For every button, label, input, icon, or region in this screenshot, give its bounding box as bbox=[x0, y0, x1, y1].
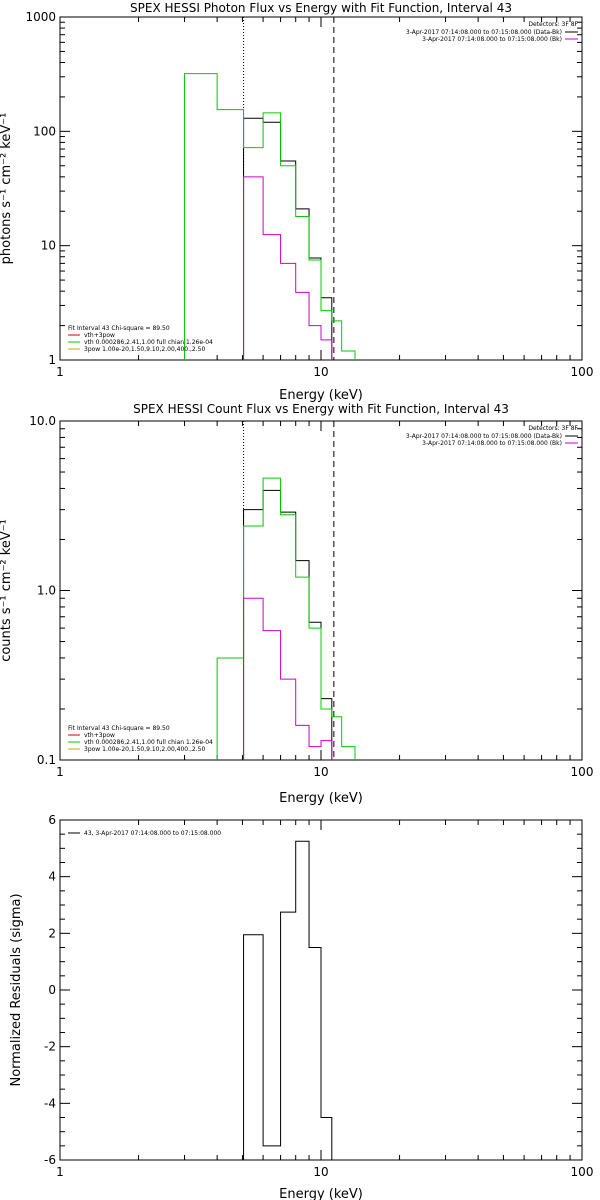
y-axis-label: counts s⁻¹ cm⁻² keV⁻¹ bbox=[0, 519, 14, 662]
x-axis-label: Energy (keV) bbox=[279, 791, 363, 806]
legend-entry-label: vth 0.000286,2.41,1.00 full chian 1.26e-… bbox=[84, 739, 213, 746]
y-tick-label: 10 bbox=[41, 239, 56, 253]
legend-entry-label: vth+3pow bbox=[84, 332, 115, 339]
chart-panel-3: 1 10 100 -6 -4 -2 0 2 4 6 Energy (keV) Normalized R… bbox=[9, 813, 593, 1200]
legend-left: 43, 3-Apr-2017 07:14:08.000 to 07:15:08.… bbox=[68, 830, 221, 837]
series-line-3 bbox=[243, 176, 333, 360]
y-tick-label: 100 bbox=[33, 124, 56, 138]
legend-right: Detectors: 3F 8F3-Apr-2017 07:14:08.000 … bbox=[406, 21, 579, 43]
y-tick-label: 1.0 bbox=[37, 584, 56, 598]
legend-entry-label: 3pow 1.00e-20,1.50,9.10,2.00,400.,2.50 bbox=[84, 346, 205, 353]
legend-left: Fit Interval 43 Chi-square = 89.50vth+3p… bbox=[68, 325, 213, 353]
y-tick-label: 4 bbox=[48, 870, 56, 884]
legend-entry-label: 3-Apr-2017 07:14:08.000 to 07:15:08.000 … bbox=[406, 433, 562, 440]
x-tick-label: 100 bbox=[571, 1165, 594, 1179]
x-tick-label: 100 bbox=[571, 765, 594, 779]
series-line-1 bbox=[243, 840, 333, 1160]
chart-panel-1: SPEX HESSI Photon Flux vs Energy with Fi… bbox=[0, 1, 593, 403]
series-line-2 bbox=[216, 477, 356, 760]
legend-right: Detectors: 3F 8F3-Apr-2017 07:14:08.000 … bbox=[406, 425, 579, 447]
legend-entry-label: vth 0.000286,2.41,1.00 full chian 1.26e-… bbox=[84, 339, 213, 346]
y-axis-ticks: 1 10 100 1000 bbox=[25, 10, 582, 367]
y-tick-label: 0 bbox=[48, 983, 56, 997]
y-tick-label: -6 bbox=[44, 1153, 56, 1167]
x-axis-ticks: 1 10 100 bbox=[56, 820, 593, 1179]
x-tick-label: 100 bbox=[571, 365, 594, 379]
y-axis-label: Normalized Residuals (sigma) bbox=[9, 893, 24, 1086]
legend-detectors: Detectors: 3F 8F bbox=[528, 21, 578, 28]
y-tick-label: 1 bbox=[48, 353, 56, 367]
legend-entry-label: 3-Apr-2017 07:14:08.000 to 07:15:08.000 … bbox=[406, 29, 562, 36]
x-axis-ticks: 1 10 100 bbox=[56, 17, 593, 379]
legend-entry-label: vth+3pow bbox=[84, 732, 115, 739]
y-tick-label: 2 bbox=[48, 926, 56, 940]
y-tick-label: 6 bbox=[48, 813, 56, 827]
y-axis-ticks: 0.1 1.0 10.0 bbox=[29, 414, 582, 767]
y-tick-label: 0.1 bbox=[37, 753, 56, 767]
y-tick-label: -4 bbox=[44, 1096, 56, 1110]
y-axis-ticks: -6 -4 -2 0 2 4 6 bbox=[44, 813, 582, 1167]
chart-title: SPEX HESSI Count Flux vs Energy with Fit… bbox=[133, 402, 509, 416]
x-tick-label: 10 bbox=[313, 765, 328, 779]
series-line-1 bbox=[243, 117, 333, 360]
x-tick-label: 10 bbox=[313, 1165, 328, 1179]
x-tick-label: 1 bbox=[56, 1165, 64, 1179]
legend-entry-label: 3-Apr-2017 07:14:08.000 to 07:15:08.000 … bbox=[422, 36, 562, 43]
chart-panel-2: SPEX HESSI Count Flux vs Energy with Fit… bbox=[0, 402, 593, 806]
legend-entry-label: 3pow 1.00e-20,1.50,9.10,2.00,400.,2.50 bbox=[84, 746, 205, 753]
legend-entry-label: 43, 3-Apr-2017 07:14:08.000 to 07:15:08.… bbox=[84, 830, 221, 837]
legend-header: Fit Interval 43 Chi-square = 89.50 bbox=[68, 725, 170, 732]
x-tick-label: 1 bbox=[56, 765, 64, 779]
series-line-2 bbox=[184, 73, 356, 360]
legend-detectors: Detectors: 3F 8F bbox=[528, 425, 578, 432]
y-axis-label: photons s⁻¹ cm⁻² keV⁻¹ bbox=[0, 113, 14, 265]
x-tick-label: 10 bbox=[313, 365, 328, 379]
legend-left: Fit Interval 43 Chi-square = 89.50vth+3p… bbox=[68, 725, 213, 753]
chart-title: SPEX HESSI Photon Flux vs Energy with Fi… bbox=[130, 1, 512, 15]
legend-entry-label: 3-Apr-2017 07:14:08.000 to 07:15:08.000 … bbox=[422, 440, 562, 447]
x-tick-label: 1 bbox=[56, 365, 64, 379]
series-line-3 bbox=[243, 597, 333, 760]
x-axis-label: Energy (keV) bbox=[279, 388, 363, 403]
y-tick-label: 1000 bbox=[25, 10, 56, 24]
y-tick-label: -2 bbox=[44, 1040, 56, 1054]
x-axis-label: Energy (keV) bbox=[279, 1187, 363, 1200]
x-axis-ticks: 1 10 100 bbox=[56, 421, 593, 779]
y-tick-label: 10.0 bbox=[29, 414, 56, 428]
series-line-1 bbox=[243, 489, 333, 760]
legend-header: Fit Interval 43 Chi-square = 89.50 bbox=[68, 325, 170, 332]
